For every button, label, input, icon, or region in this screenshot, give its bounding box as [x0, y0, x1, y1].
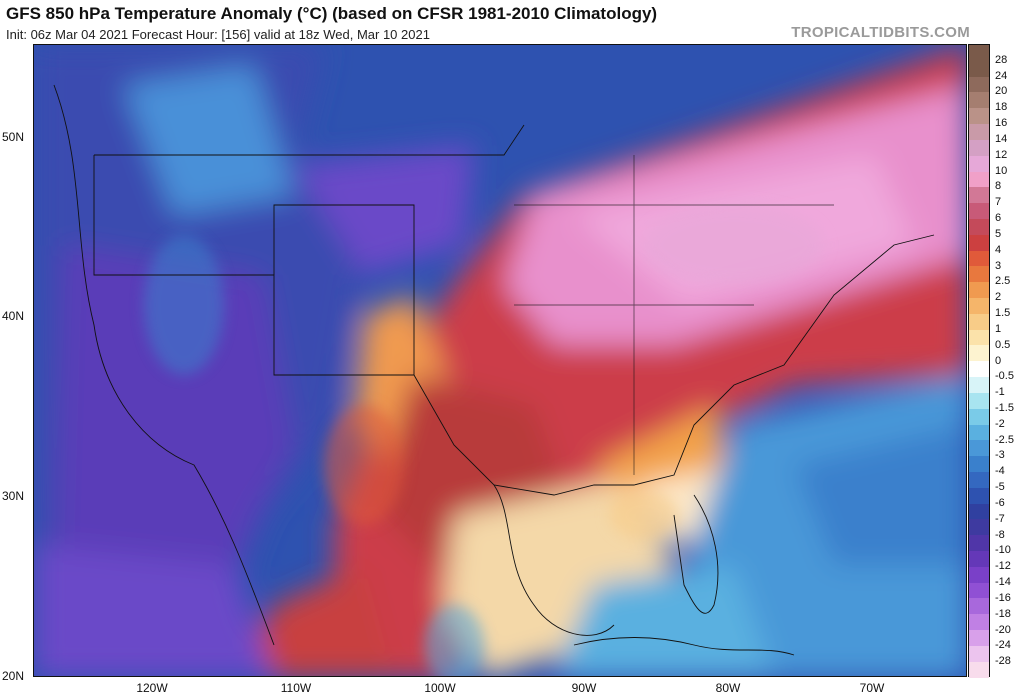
colorbar-segment	[969, 171, 989, 188]
colorbar-segment	[969, 108, 989, 125]
colorbar-segment	[969, 45, 989, 61]
lat-label: 40N	[2, 309, 25, 323]
colorbar-segment	[969, 582, 989, 599]
colorbar-label: 5	[995, 227, 1002, 240]
map-canvas	[34, 45, 966, 676]
anomaly-map	[33, 44, 967, 677]
colorbar-segment	[969, 203, 989, 219]
colorbar-label: -5	[995, 481, 1005, 494]
lat-label: 50N	[2, 130, 25, 144]
colorbar-label: 7	[995, 196, 1002, 209]
lon-label: 70W	[859, 681, 885, 695]
colorbar-label: 0	[995, 354, 1002, 367]
lon-label: 90W	[571, 681, 597, 695]
colorbar-segment	[969, 519, 989, 536]
colorbar-segment	[969, 630, 989, 646]
colorbar-segment	[969, 566, 989, 583]
colorbar-segment	[969, 218, 989, 235]
colorbar-segment	[969, 440, 989, 457]
colorbar	[968, 44, 990, 678]
colorbar-segment	[969, 345, 989, 362]
colorbar-label: -14	[995, 576, 1011, 589]
colorbar-label: -8	[995, 528, 1005, 541]
colorbar-segment	[969, 139, 989, 156]
colorbar-segment	[969, 313, 989, 330]
colorbar-label: -16	[995, 591, 1011, 604]
colorbar-label: 18	[995, 101, 1008, 114]
lon-label: 120W	[136, 681, 168, 695]
colorbar-segment	[969, 456, 989, 472]
colorbar-label: 16	[995, 117, 1008, 130]
colorbar-segment	[969, 614, 989, 631]
colorbar-segment	[969, 408, 989, 425]
colorbar-label: -0.5	[995, 370, 1014, 383]
colorbar-label: -20	[995, 623, 1011, 636]
colorbar-segment	[969, 155, 989, 172]
colorbar-label: 1.5	[995, 307, 1011, 320]
colorbar-segment	[969, 551, 989, 567]
map-subtitle: Init: 06z Mar 04 2021 Forecast Hour: [15…	[6, 27, 430, 42]
colorbar-label: 4	[995, 243, 1002, 256]
colorbar-label: -28	[995, 655, 1011, 668]
lon-label: 80W	[715, 681, 741, 695]
colorbar-segment	[969, 266, 989, 283]
colorbar-label: -7	[995, 512, 1005, 525]
colorbar-segment	[969, 282, 989, 298]
colorbar-label: -6	[995, 496, 1005, 509]
colorbar-segment	[969, 503, 989, 520]
colorbar-label: 8	[995, 180, 1002, 193]
brand-watermark: TROPICALTIDBITS.COM	[791, 24, 970, 41]
colorbar-segment	[969, 471, 989, 488]
colorbar-label: -1.5	[995, 401, 1014, 414]
map-title: GFS 850 hPa Temperature Anomaly (°C) (ba…	[6, 4, 658, 23]
colorbar-segment	[969, 645, 989, 662]
colorbar-label: 14	[995, 132, 1008, 145]
colorbar-label: 1	[995, 322, 1002, 335]
colorbar-segment	[969, 92, 989, 109]
anomaly-detail	[144, 205, 824, 676]
colorbar-label: -24	[995, 639, 1011, 652]
colorbar-label: 3	[995, 259, 1002, 272]
colorbar-label: -12	[995, 560, 1011, 573]
colorbar-label: 20	[995, 85, 1008, 98]
colorbar-label: -1	[995, 386, 1005, 399]
colorbar-label: -2	[995, 417, 1005, 430]
colorbar-segment	[969, 329, 989, 346]
colorbar-segment	[969, 124, 989, 140]
colorbar-segment	[969, 661, 989, 678]
colorbar-label: 28	[995, 53, 1008, 66]
colorbar-label: 2.5	[995, 275, 1011, 288]
colorbar-label: 12	[995, 148, 1008, 161]
colorbar-segment	[969, 234, 989, 251]
colorbar-segment	[969, 535, 989, 551]
colorbar-segment	[969, 187, 989, 204]
colorbar-label: 2	[995, 291, 1002, 304]
colorbar-segment	[969, 76, 989, 93]
lat-label: 30N	[2, 489, 25, 503]
lon-label: 110W	[280, 681, 312, 695]
colorbar-label: -18	[995, 607, 1011, 620]
lat-label: 20N	[2, 669, 25, 683]
lon-label: 100W	[424, 681, 456, 695]
colorbar-label: -2.5	[995, 433, 1014, 446]
colorbar-label: 0.5	[995, 338, 1011, 351]
colorbar-segment	[969, 298, 989, 314]
colorbar-segment	[969, 377, 989, 393]
colorbar-label: 24	[995, 69, 1008, 82]
colorbar-segment	[969, 424, 989, 441]
colorbar-label: -3	[995, 449, 1005, 462]
colorbar-label: -10	[995, 544, 1011, 557]
colorbar-segment	[969, 361, 989, 378]
colorbar-label: -4	[995, 465, 1005, 478]
colorbar-segment	[969, 392, 989, 409]
colorbar-segment	[969, 487, 989, 504]
colorbar-label: 6	[995, 212, 1002, 225]
coastline-borders	[53, 84, 935, 656]
colorbar-segment	[969, 60, 989, 77]
colorbar-segment	[969, 250, 989, 267]
colorbar-label: 10	[995, 164, 1008, 177]
colorbar-segment	[969, 598, 989, 615]
